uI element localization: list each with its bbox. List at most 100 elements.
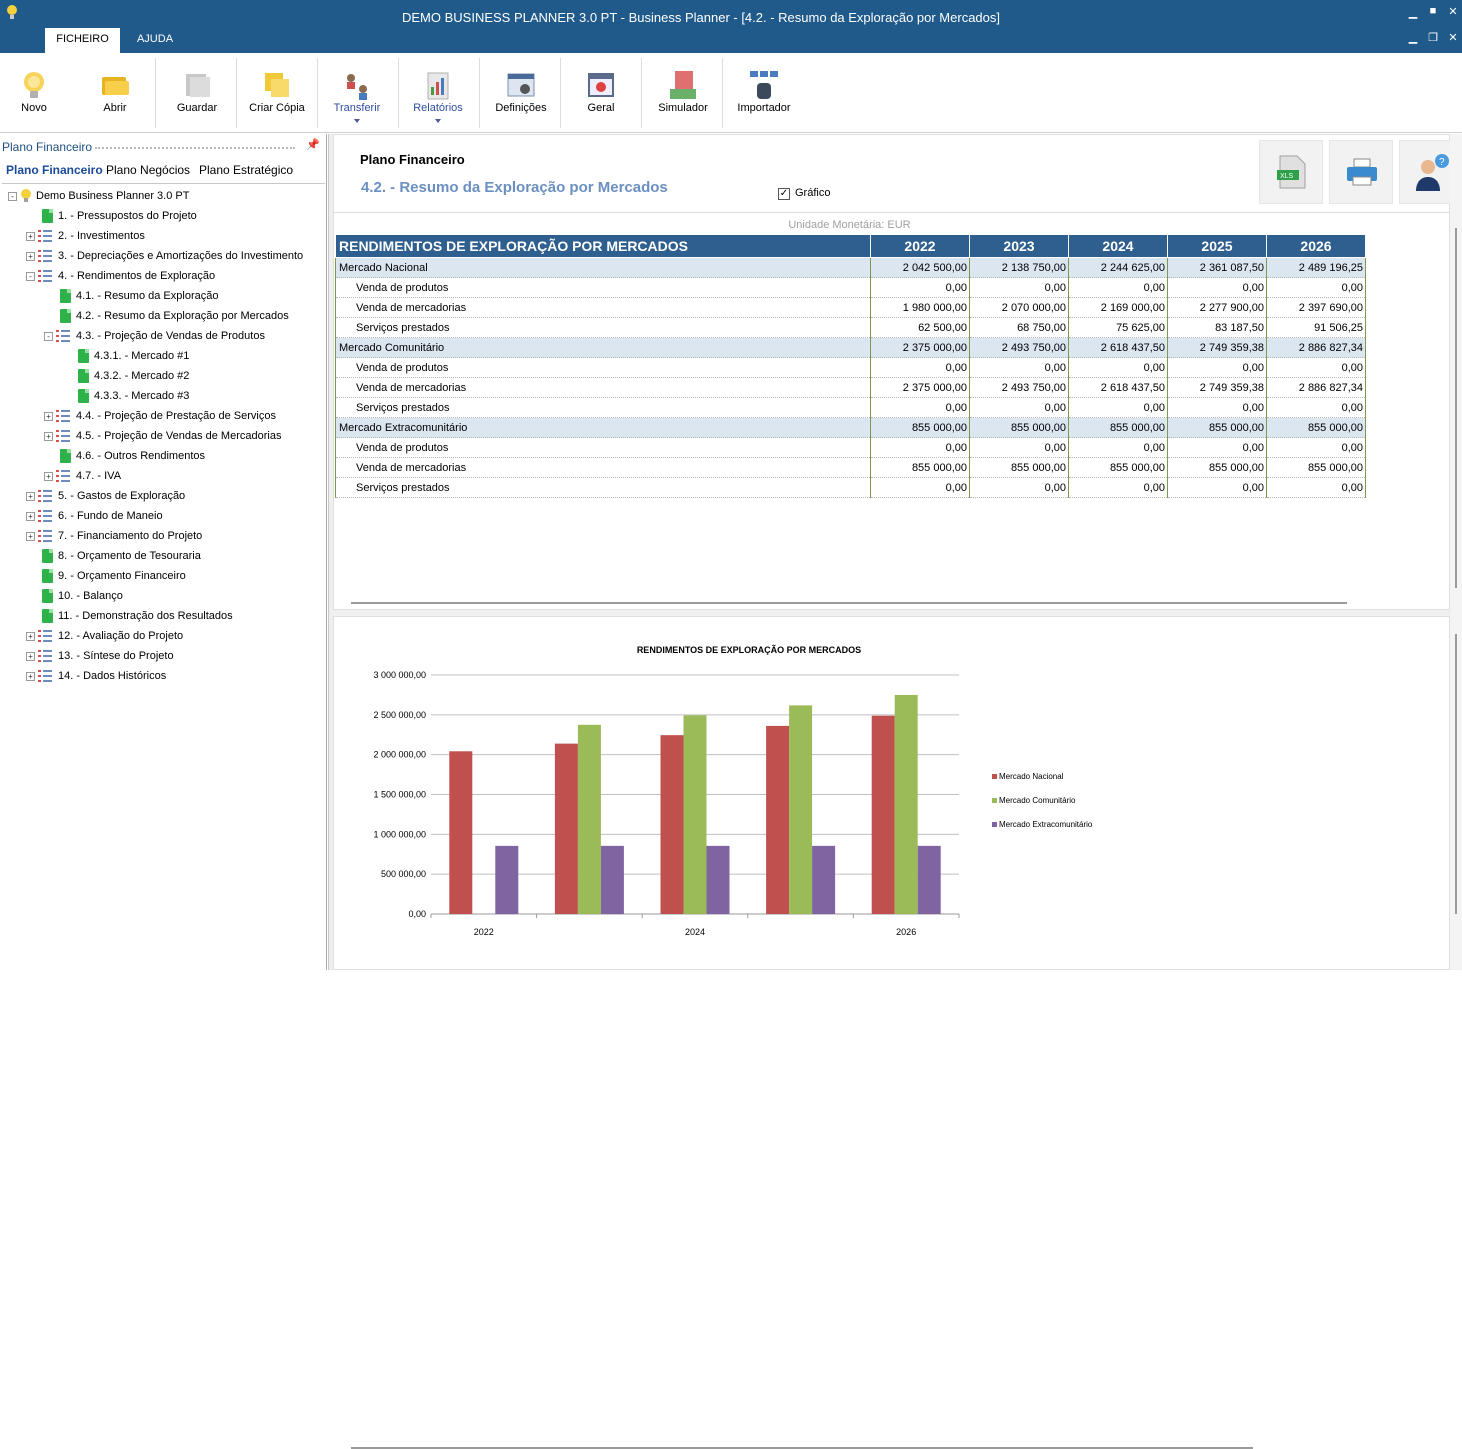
tab-plano-estrategico[interactable]: Plano Estratégico — [199, 163, 294, 177]
year-header: 2026 — [1266, 234, 1366, 258]
mdi-close-icon[interactable]: ✕ — [1448, 32, 1458, 44]
transferir-button[interactable]: Transferir — [317, 53, 397, 133]
expand-icon[interactable]: + — [26, 632, 35, 641]
market-group-row: Mercado Extracomunitário 855 000,00 855 00… — [335, 417, 1366, 438]
currency-unit: Unidade Monetária: EUR — [788, 219, 911, 231]
definicoes-button[interactable]: Definições — [481, 53, 561, 133]
mdi-restore-icon[interactable]: ❐ — [1428, 32, 1438, 44]
tree-item[interactable]: +4.5. - Projeção de Vendas de Mercadoria… — [0, 426, 325, 446]
expand-icon[interactable]: + — [26, 232, 35, 241]
bar — [766, 725, 790, 914]
geral-button[interactable]: Geral — [561, 53, 641, 133]
expand-icon[interactable]: + — [26, 492, 35, 501]
relatorios-button[interactable]: Relatórios — [398, 53, 478, 133]
vertical-scrollbar[interactable] — [1450, 134, 1462, 970]
tree-item[interactable]: +3. - Depreciações e Amortizações do Inv… — [0, 246, 325, 266]
close-icon[interactable]: ✕ — [1448, 6, 1458, 18]
list-icon — [38, 510, 52, 522]
tree-item[interactable]: +4.4. - Projeção de Prestação de Serviço… — [0, 406, 325, 426]
collapse-icon[interactable]: - — [8, 192, 17, 201]
data-table: RENDIMENTOS DE EXPLORAÇÃO POR MERCADOS 20… — [335, 234, 1366, 498]
tree-item[interactable]: +4.7. - IVA — [0, 466, 325, 486]
grafico-checkbox[interactable]: ✓ — [778, 188, 790, 200]
guardar-button[interactable]: Guardar — [157, 53, 237, 133]
tree-item[interactable]: +7. - Financiamento do Projeto — [0, 526, 325, 546]
tree-item[interactable]: 10. - Balanço — [0, 586, 325, 606]
tree-item[interactable]: 11. - Demonstração dos Resultados — [0, 606, 325, 626]
collapse-icon[interactable]: - — [44, 332, 53, 341]
simulador-button[interactable]: Simulador — [643, 53, 723, 133]
expand-icon[interactable]: + — [44, 472, 53, 481]
tree-item-label: 3. - Depreciações e Amortizações do Inve… — [58, 250, 304, 262]
tree-item[interactable]: 4.3.3. - Mercado #3 — [0, 386, 325, 406]
value-cell: 2 493 750,00 — [969, 337, 1069, 358]
bar — [812, 845, 836, 914]
expand-icon[interactable]: + — [26, 252, 35, 261]
tree-item[interactable]: +5. - Gastos de Exploração — [0, 486, 325, 506]
value-cell: 0,00 — [870, 357, 970, 378]
legend-label: Mercado Extracomunitário — [999, 820, 1093, 829]
report-chart-icon — [427, 72, 449, 100]
print-button[interactable] — [1329, 140, 1393, 204]
tree-item[interactable]: 4.6. - Outros Rendimentos — [0, 446, 325, 466]
menu-tab-ficheiro[interactable]: FICHEIRO — [45, 28, 120, 53]
tab-plano-negocios[interactable]: Plano Negócios — [106, 163, 191, 177]
tree-item[interactable]: 1. - Pressupostos do Projeto — [0, 206, 325, 226]
tab-plano-financeiro[interactable]: Plano Financeiro — [6, 163, 103, 177]
value-cell: 0,00 — [870, 437, 970, 458]
tree-item[interactable]: 4.1. - Resumo da Exploração — [0, 286, 325, 306]
tree-item[interactable]: - 4.3. - Projeção de Vendas de Produtos — [0, 326, 325, 346]
expand-icon[interactable]: + — [44, 412, 53, 421]
legend-swatch — [992, 774, 997, 779]
value-cell: 0,00 — [1068, 277, 1168, 298]
list-icon — [38, 530, 52, 542]
tree-item[interactable]: +14. - Dados Históricos — [0, 666, 325, 686]
table-row: Venda de produtos 0,00 0,00 0,00 0,00 0,00 — [335, 277, 1366, 298]
tree-item[interactable]: +13. - Síntese do Projeto — [0, 646, 325, 666]
tree-item[interactable]: - 4. - Rendimentos de Exploração — [0, 266, 325, 286]
menu-tab-ajuda[interactable]: AJUDA — [136, 33, 174, 45]
tree-item[interactable]: 4.3.1. - Mercado #1 — [0, 346, 325, 366]
tree-item[interactable]: +2. - Investimentos — [0, 226, 325, 246]
tree-item[interactable]: +6. - Fundo de Maneio — [0, 506, 325, 526]
export-xls-button[interactable]: XLS — [1259, 140, 1323, 204]
chevron-down-icon — [354, 119, 360, 123]
maximize-icon[interactable]: ■ — [1429, 5, 1437, 17]
expand-icon[interactable]: + — [26, 512, 35, 521]
splitter[interactable] — [328, 134, 333, 970]
expand-icon[interactable]: + — [26, 672, 35, 681]
value-cell: 75 625,00 — [1068, 317, 1168, 338]
tree-item[interactable]: 9. - Orçamento Financeiro — [0, 566, 325, 586]
tree-item[interactable]: 4.3.2. - Mercado #2 — [0, 366, 325, 386]
tree-item-label: 4.3.3. - Mercado #3 — [94, 390, 190, 402]
tree-item[interactable]: +12. - Avaliação do Projeto — [0, 626, 325, 646]
criar-copia-button[interactable]: Criar Cópia — [237, 53, 317, 133]
value-cell: 68 750,00 — [969, 317, 1069, 338]
pin-icon[interactable]: 📌 — [306, 139, 320, 151]
horizontal-scrollbar[interactable] — [351, 602, 1347, 604]
document-icon — [42, 569, 53, 583]
grafico-label: Gráfico — [795, 187, 831, 199]
expand-icon[interactable]: + — [26, 652, 35, 661]
tree-item[interactable]: 4.2. - Resumo da Exploração por Mercados — [0, 306, 325, 326]
value-cell: 0,00 — [1068, 477, 1168, 498]
bar-chart: RENDIMENTOS DE EXPLORAÇÃO POR MERCADOS 0,… — [373, 645, 1093, 937]
title-bar: DEMO BUSINESS PLANNER 3.0 PT - Business … — [0, 0, 1462, 53]
minimize-icon[interactable]: ▁ — [1408, 7, 1418, 19]
list-icon — [38, 230, 52, 242]
database-network-icon — [750, 71, 778, 99]
importador-button[interactable]: Importador — [724, 53, 804, 133]
report-section: Plano Financeiro — [360, 152, 465, 167]
bar — [600, 845, 624, 914]
collapse-icon[interactable]: - — [26, 272, 35, 281]
expand-icon[interactable]: + — [26, 532, 35, 541]
year-header: 2023 — [969, 234, 1069, 258]
value-cell: 0,00 — [1167, 277, 1267, 298]
tree-item[interactable]: 8. - Orçamento de Tesouraria — [0, 546, 325, 566]
expand-icon[interactable]: + — [44, 432, 53, 441]
novo-button[interactable]: Novo — [0, 53, 74, 133]
abrir-button[interactable]: Abrir — [75, 53, 155, 133]
mdi-minimize-icon[interactable]: ▁ — [1408, 32, 1418, 44]
value-cell: 2 244 625,00 — [1068, 257, 1168, 278]
tree-root[interactable]: - Demo Business Planner 3.0 PT — [0, 186, 325, 206]
